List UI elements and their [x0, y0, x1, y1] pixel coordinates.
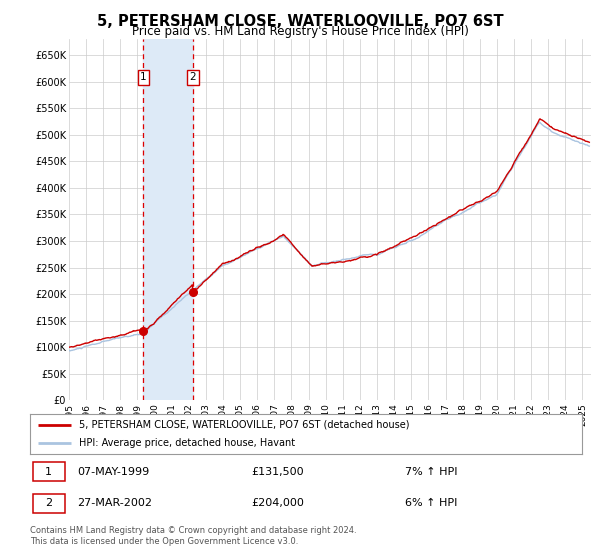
Text: HPI: Average price, detached house, Havant: HPI: Average price, detached house, Hava…: [79, 438, 295, 448]
Text: Price paid vs. HM Land Registry's House Price Index (HPI): Price paid vs. HM Land Registry's House …: [131, 25, 469, 38]
Text: 1: 1: [140, 72, 147, 82]
Text: £204,000: £204,000: [251, 498, 304, 508]
Text: 5, PETERSHAM CLOSE, WATERLOOVILLE, PO7 6ST (detached house): 5, PETERSHAM CLOSE, WATERLOOVILLE, PO7 6…: [79, 420, 409, 430]
FancyBboxPatch shape: [33, 462, 65, 481]
Bar: [143, 39, 193, 400]
Text: 5, PETERSHAM CLOSE, WATERLOOVILLE, PO7 6ST: 5, PETERSHAM CLOSE, WATERLOOVILLE, PO7 6…: [97, 14, 503, 29]
Text: 2: 2: [190, 72, 196, 82]
FancyBboxPatch shape: [33, 494, 65, 513]
Text: £131,500: £131,500: [251, 466, 304, 477]
Text: 6% ↑ HPI: 6% ↑ HPI: [406, 498, 458, 508]
Text: 1: 1: [45, 466, 52, 477]
Text: Contains HM Land Registry data © Crown copyright and database right 2024.
This d: Contains HM Land Registry data © Crown c…: [30, 526, 356, 546]
Text: 2: 2: [45, 498, 52, 508]
Text: 27-MAR-2002: 27-MAR-2002: [77, 498, 152, 508]
Text: 07-MAY-1999: 07-MAY-1999: [77, 466, 149, 477]
Text: 7% ↑ HPI: 7% ↑ HPI: [406, 466, 458, 477]
